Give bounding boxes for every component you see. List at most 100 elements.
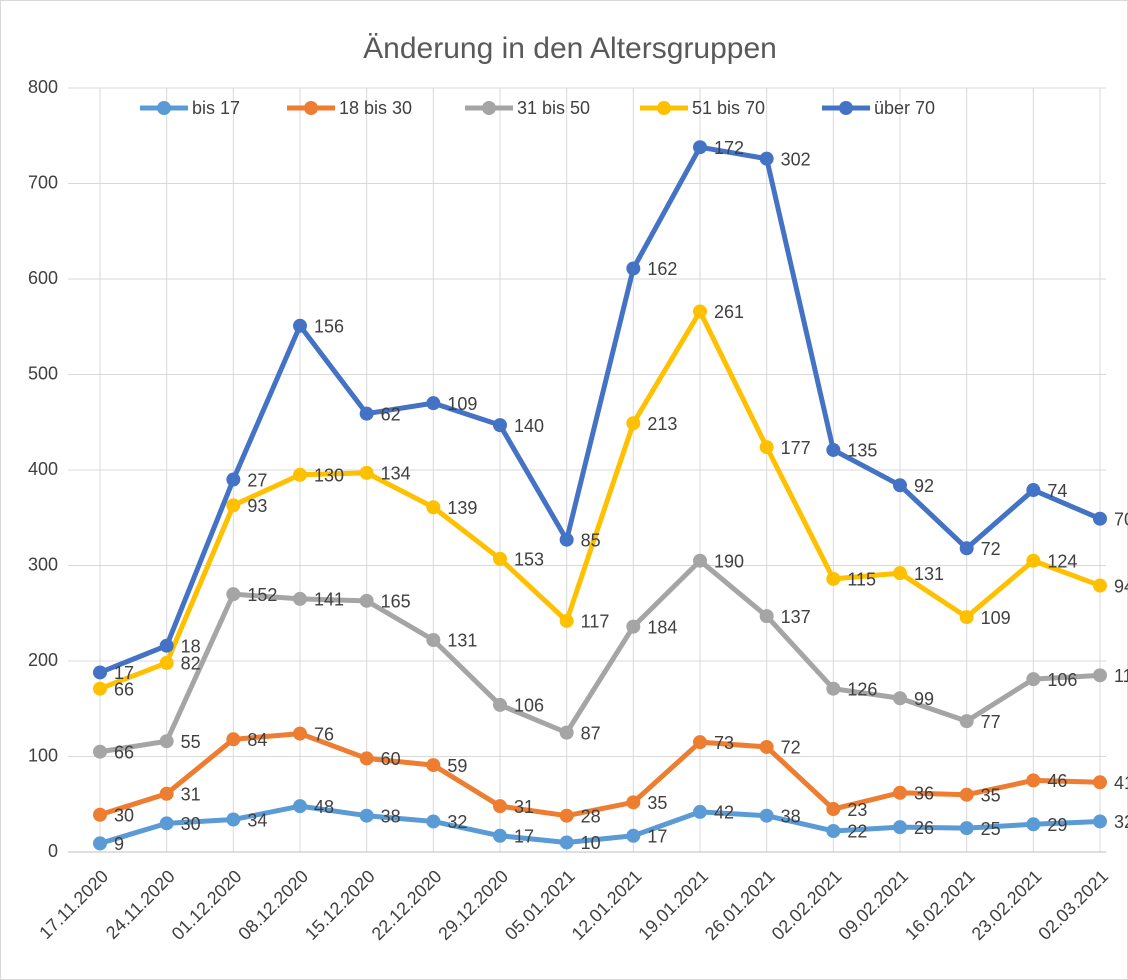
data-label: 140 bbox=[514, 416, 544, 436]
data-point bbox=[93, 744, 107, 759]
data-point bbox=[426, 758, 441, 773]
legend-marker bbox=[157, 101, 171, 115]
data-point bbox=[559, 532, 574, 547]
data-point bbox=[159, 655, 174, 670]
data-point bbox=[1093, 814, 1107, 829]
data-point bbox=[493, 418, 507, 433]
data-label: 59 bbox=[447, 756, 467, 776]
data-label: 70 bbox=[1114, 509, 1128, 529]
data-label: 213 bbox=[647, 414, 677, 434]
y-tick-label: 200 bbox=[28, 650, 58, 670]
data-label: 126 bbox=[847, 679, 877, 699]
data-label: 55 bbox=[181, 732, 201, 752]
data-label: 106 bbox=[1047, 670, 1077, 690]
data-point bbox=[1026, 672, 1041, 687]
data-label: 92 bbox=[914, 476, 934, 496]
data-label: 25 bbox=[981, 819, 1001, 839]
data-label: 109 bbox=[447, 394, 477, 414]
data-label: 190 bbox=[714, 551, 744, 571]
data-point bbox=[359, 808, 374, 823]
data-point bbox=[493, 799, 507, 814]
data-point bbox=[493, 551, 507, 566]
data-label: 134 bbox=[381, 464, 411, 484]
data-label: 76 bbox=[314, 724, 334, 744]
data-label: 17 bbox=[647, 827, 667, 847]
data-point bbox=[759, 808, 774, 823]
data-point bbox=[1093, 668, 1107, 683]
data-point bbox=[159, 638, 174, 653]
data-point bbox=[93, 681, 107, 696]
data-label: 112 bbox=[1114, 666, 1128, 686]
data-label: 32 bbox=[447, 812, 467, 832]
data-point bbox=[559, 613, 574, 628]
data-label: 26 bbox=[914, 818, 934, 838]
data-label: 106 bbox=[514, 696, 544, 716]
data-label: 10 bbox=[581, 833, 601, 853]
data-point bbox=[226, 472, 241, 487]
data-label: 62 bbox=[381, 404, 401, 424]
data-label: 23 bbox=[847, 800, 867, 820]
data-point bbox=[826, 823, 841, 838]
data-label: 42 bbox=[714, 803, 734, 823]
data-label: 60 bbox=[381, 749, 401, 769]
data-label: 172 bbox=[714, 138, 744, 158]
data-point bbox=[359, 593, 374, 608]
data-label: 184 bbox=[647, 617, 677, 637]
data-label: 32 bbox=[1114, 812, 1128, 832]
data-label: 22 bbox=[847, 822, 867, 842]
data-point bbox=[826, 681, 841, 696]
data-point bbox=[826, 571, 841, 586]
legend-label: 51 bis 70 bbox=[692, 98, 765, 118]
data-point bbox=[426, 396, 441, 411]
data-label: 131 bbox=[447, 631, 477, 651]
data-point bbox=[626, 416, 641, 431]
data-point bbox=[293, 726, 307, 741]
data-point bbox=[493, 828, 507, 843]
chart-title: Änderung in den Altersgruppen bbox=[363, 32, 777, 65]
data-point bbox=[493, 697, 507, 712]
data-label: 9 bbox=[114, 834, 124, 854]
data-label: 109 bbox=[981, 608, 1011, 628]
data-label: 99 bbox=[914, 689, 934, 709]
data-label: 85 bbox=[581, 530, 601, 550]
data-point bbox=[893, 478, 907, 493]
data-label: 38 bbox=[781, 806, 801, 826]
data-label: 34 bbox=[247, 810, 267, 830]
data-point bbox=[93, 807, 107, 822]
data-point bbox=[759, 609, 774, 624]
legend-label: 31 bis 50 bbox=[517, 98, 590, 118]
data-label: 124 bbox=[1047, 551, 1077, 571]
data-point bbox=[959, 787, 974, 802]
data-label: 162 bbox=[647, 259, 677, 279]
data-label: 28 bbox=[581, 806, 601, 826]
series-line bbox=[99, 144, 1101, 675]
data-point bbox=[359, 406, 374, 421]
data-point bbox=[293, 467, 307, 482]
data-point bbox=[426, 814, 441, 829]
data-label: 156 bbox=[314, 317, 344, 337]
data-point bbox=[1026, 773, 1041, 788]
data-point bbox=[159, 816, 174, 831]
data-point bbox=[693, 140, 707, 155]
data-label: 73 bbox=[714, 733, 734, 753]
data-label: 72 bbox=[781, 738, 801, 758]
data-label: 117 bbox=[581, 612, 610, 632]
data-point bbox=[93, 836, 107, 851]
data-label: 35 bbox=[981, 785, 1001, 805]
legend-label: 18 bis 30 bbox=[339, 98, 412, 118]
data-point bbox=[1093, 578, 1107, 593]
data-point bbox=[693, 553, 707, 568]
data-point bbox=[893, 820, 907, 835]
data-label: 29 bbox=[1047, 815, 1067, 835]
data-point bbox=[559, 725, 574, 740]
data-point bbox=[1026, 553, 1041, 568]
y-tick-label: 400 bbox=[28, 459, 58, 479]
data-point bbox=[226, 498, 241, 513]
data-point bbox=[826, 802, 841, 817]
data-label: 46 bbox=[1047, 771, 1067, 791]
data-point bbox=[226, 587, 241, 602]
data-point bbox=[159, 734, 174, 749]
series-line bbox=[99, 803, 1101, 846]
